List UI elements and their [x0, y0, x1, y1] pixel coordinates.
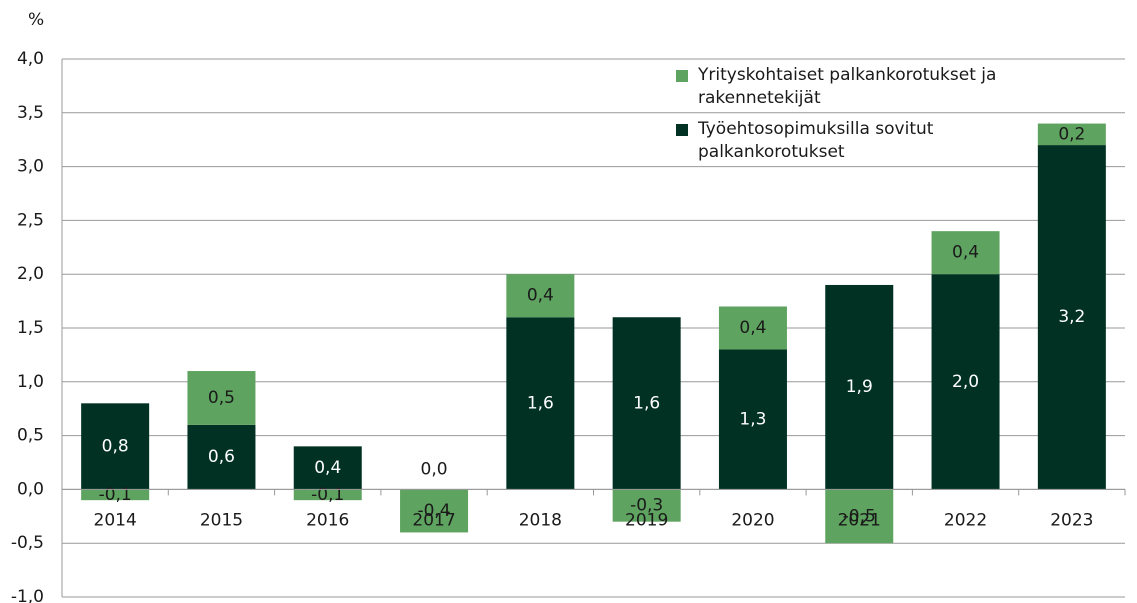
legend: Yrityskohtaiset palkankorotukset ja rake…	[676, 64, 1016, 172]
x-tick-label: 2019	[625, 510, 668, 530]
bar-segment	[81, 489, 150, 501]
legend-label: Työehtosopimuksilla sovitut palkankorotu…	[698, 119, 934, 162]
value-label: 0,5	[208, 388, 235, 408]
bar-segment	[187, 371, 256, 425]
y-tick-label: -0,5	[11, 533, 44, 553]
value-label: -0,4	[417, 501, 450, 521]
value-label: 3,2	[1058, 307, 1085, 327]
value-label: 1,9	[846, 377, 873, 397]
value-label: 1,3	[739, 409, 766, 429]
y-tick-label: 2,5	[17, 210, 44, 230]
legend-swatch	[676, 70, 688, 82]
y-tick-label: 0,5	[17, 426, 44, 446]
x-tick-label: 2017	[412, 510, 455, 530]
bar-segment	[612, 489, 681, 522]
y-tick-label: 1,0	[17, 372, 44, 392]
value-label: 1,6	[633, 393, 660, 413]
value-label: -0,3	[630, 496, 663, 516]
bar-segment	[187, 424, 256, 490]
value-label: 1,6	[527, 393, 554, 413]
legend-label: Yrityskohtaiset palkankorotukset ja rake…	[698, 65, 997, 108]
value-label: 0,4	[314, 458, 341, 478]
y-tick-label: 0,0	[17, 479, 44, 499]
y-tick-label: 1,5	[17, 318, 44, 338]
x-tick-label: 2023	[1050, 510, 1093, 530]
x-tick-label: 2014	[94, 510, 137, 530]
bar-segment	[612, 317, 681, 490]
legend-item: Yrityskohtaiset palkankorotukset ja rake…	[676, 64, 1016, 110]
bar-segment	[1037, 123, 1106, 146]
y-tick-label: 2,0	[17, 264, 44, 284]
bar-segment	[400, 489, 469, 533]
value-label: -0,1	[99, 485, 132, 505]
y-tick-label: 3,5	[17, 103, 44, 123]
bar-segment	[81, 403, 150, 490]
value-label: 0,4	[952, 243, 979, 263]
bar-segment	[506, 317, 575, 490]
bar-segment	[825, 489, 894, 544]
value-label: 0,4	[739, 318, 766, 338]
bar-segment	[825, 284, 894, 490]
x-tick-label: 2018	[519, 510, 562, 530]
value-label: 0,2	[1058, 124, 1085, 144]
value-label: 2,0	[952, 372, 979, 392]
value-label: 0,8	[102, 436, 129, 456]
bar-segment	[506, 274, 575, 318]
y-tick-label: 3,0	[17, 157, 44, 177]
y-axis-label: %	[28, 10, 44, 30]
x-tick-label: 2020	[731, 510, 774, 530]
value-label: 0,0	[421, 459, 448, 479]
bar-segment	[718, 349, 787, 490]
value-label: -0,1	[311, 485, 344, 505]
bar-segment	[931, 274, 1000, 490]
x-tick-label: 2022	[944, 510, 987, 530]
bar-segment	[1037, 145, 1106, 490]
x-tick-label: 2016	[306, 510, 349, 530]
bar-segment	[718, 306, 787, 350]
value-label: 0,6	[208, 447, 235, 467]
x-tick-label: 2021	[838, 510, 881, 530]
bar-segment	[931, 231, 1000, 275]
value-label: -0,5	[843, 506, 876, 526]
y-tick-label: 4,0	[17, 49, 44, 69]
y-tick-label: -1,0	[11, 587, 44, 603]
bar-segment	[293, 446, 362, 490]
legend-item: Työehtosopimuksilla sovitut palkankorotu…	[676, 118, 1016, 164]
x-tick-label: 2015	[200, 510, 243, 530]
legend-swatch	[676, 124, 688, 136]
value-label: 0,4	[527, 286, 554, 306]
bar-segment	[293, 489, 362, 501]
